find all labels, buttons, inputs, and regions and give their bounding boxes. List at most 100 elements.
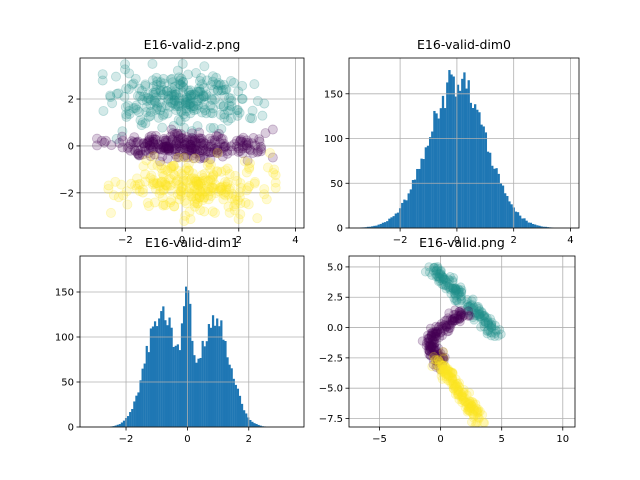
- histogram-bar: [234, 384, 237, 427]
- scatter-point: [468, 407, 479, 417]
- x-tick-label: 5: [499, 434, 505, 445]
- scatter-point: [463, 399, 473, 409]
- scatter-point: [444, 323, 454, 333]
- scatter-point: [161, 85, 172, 96]
- histogram-bar: [226, 357, 229, 427]
- scatter-point: [439, 273, 449, 283]
- scatter-point: [148, 137, 159, 148]
- scatter-point: [143, 147, 154, 158]
- scatter-point: [138, 138, 149, 149]
- scatter-point: [195, 205, 206, 216]
- scatter-point: [178, 77, 189, 88]
- scatter-point: [468, 397, 478, 407]
- scatter-point: [205, 174, 216, 185]
- scatter-point: [159, 145, 170, 156]
- scatter-point: [440, 320, 450, 330]
- scatter-point: [438, 272, 448, 282]
- scatter-point: [449, 293, 459, 303]
- scatter-point: [434, 276, 444, 287]
- scatter-point: [435, 356, 445, 366]
- scatter-point: [430, 360, 440, 370]
- scatter-point: [466, 307, 476, 317]
- scatter-point: [436, 266, 446, 276]
- scatter-point: [450, 389, 461, 400]
- scatter-point: [228, 77, 239, 88]
- scatter-point: [457, 397, 467, 408]
- scatter-point: [474, 312, 485, 322]
- scatter-point: [463, 301, 473, 311]
- scatter-point: [142, 93, 153, 104]
- scatter-point: [264, 147, 275, 158]
- scatter-point: [180, 140, 191, 151]
- scatter-point: [155, 105, 166, 116]
- histogram-bar: [209, 327, 213, 427]
- scatter-point: [208, 169, 219, 180]
- scatter-point: [126, 178, 137, 189]
- scatter-point: [122, 143, 133, 154]
- y-tick-label: −2.5: [319, 353, 343, 364]
- histogram-bar: [514, 211, 518, 228]
- scatter-point: [433, 262, 443, 272]
- scatter-point: [448, 273, 459, 283]
- scatter-point: [219, 91, 230, 102]
- scatter-point: [218, 100, 229, 111]
- histogram-bar: [170, 327, 173, 427]
- scatter-point: [467, 303, 477, 313]
- scatter-point: [472, 412, 483, 422]
- scatter-point: [120, 102, 131, 113]
- scatter-point: [163, 142, 174, 153]
- scatter-point: [205, 122, 216, 133]
- scatter-point: [437, 321, 447, 332]
- scatter-point: [199, 91, 210, 102]
- scatter-point: [449, 383, 459, 393]
- scatter-point: [179, 143, 190, 154]
- scatter-point: [486, 319, 497, 329]
- scatter-point: [417, 336, 427, 346]
- scatter-point: [173, 101, 184, 112]
- scatter-point: [192, 99, 203, 110]
- scatter-point: [474, 309, 484, 320]
- scatter-point: [198, 91, 209, 102]
- scatter-point: [176, 105, 187, 116]
- histogram-bar: [230, 368, 233, 427]
- scatter-point: [456, 291, 467, 301]
- scatter-point: [147, 179, 158, 190]
- y-tick-label: 0.0: [327, 323, 343, 334]
- scatter-point: [180, 96, 191, 107]
- scatter-point: [456, 282, 466, 292]
- scatter-point: [479, 311, 489, 321]
- scatter-point: [170, 99, 181, 110]
- histogram-bar: [129, 412, 132, 427]
- scatter-point: [432, 271, 442, 281]
- scatter-point: [167, 83, 178, 94]
- histogram-bar: [491, 165, 494, 228]
- scatter-point: [433, 355, 443, 365]
- scatter-point: [493, 331, 503, 341]
- scatter-point: [447, 368, 458, 378]
- scatter-point: [443, 274, 453, 284]
- histogram-bar: [180, 323, 184, 427]
- scatter-point: [432, 327, 442, 337]
- scatter-point: [490, 328, 501, 338]
- x-tick-label: 4: [292, 235, 298, 246]
- scatter-point: [436, 267, 446, 277]
- scatter-point: [180, 99, 191, 110]
- scatter-point: [218, 138, 229, 149]
- scatter-point: [167, 128, 178, 139]
- scatter-point: [194, 127, 205, 138]
- scatter-point: [437, 374, 447, 384]
- scatter-point: [200, 175, 211, 186]
- histogram-bar: [377, 224, 380, 228]
- panel-dim1-histogram: E16-valid-dim1 −2 0 2 0 50 100 150: [55, 235, 305, 445]
- histogram-bar: [546, 227, 550, 228]
- scatter-point: [105, 207, 116, 218]
- scatter-point: [237, 148, 248, 159]
- scatter-point: [241, 139, 252, 150]
- scatter-point: [436, 327, 446, 337]
- scatter-point: [165, 180, 176, 191]
- scatter-point: [127, 79, 138, 90]
- scatter-point: [472, 406, 482, 416]
- scatter-point: [437, 270, 447, 280]
- scatter-point: [150, 184, 161, 195]
- histogram-bar: [411, 180, 415, 228]
